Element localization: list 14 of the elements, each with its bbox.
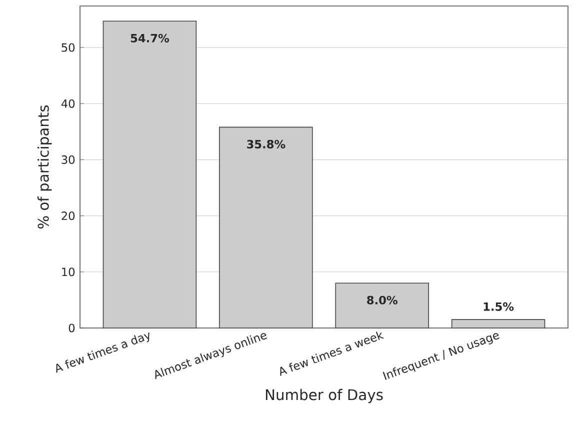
x-axis-title: Number of Days: [266, 388, 383, 404]
y-tick-label: 0: [68, 324, 75, 332]
data-label: 1.5%: [484, 302, 514, 311]
y-tick-label: 20: [62, 212, 75, 220]
data-label: 54.7%: [130, 34, 170, 42]
data-label: 35.8%: [247, 140, 286, 148]
y-tick-label: 40: [61, 99, 75, 108]
data-label: 8.0%: [367, 296, 398, 304]
y-tick-label: 50: [62, 43, 75, 52]
x-tick-label: A few times a week: [280, 332, 384, 376]
y-tick-label: 10: [62, 268, 75, 276]
y-axis-title: % of participants: [38, 105, 52, 229]
y-tick-label: 30: [62, 155, 75, 164]
x-tick-label: A few times a day: [56, 332, 150, 373]
